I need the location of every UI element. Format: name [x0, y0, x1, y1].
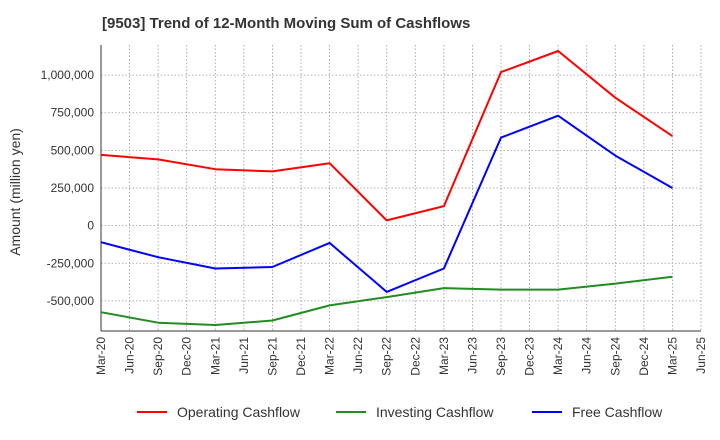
legend-label: Investing Cashflow	[376, 404, 494, 420]
x-tick-label: Dec-21	[294, 337, 308, 376]
x-tick-label: Mar-20	[94, 337, 108, 375]
x-tick-label: Sep-21	[265, 337, 279, 376]
x-tick-label: Dec-23	[523, 337, 537, 376]
x-tick-label: Jun-23	[465, 337, 479, 374]
y-tick-label: 750,000	[51, 106, 95, 120]
x-tick-label: Jun-25	[694, 337, 708, 374]
legend: Operating Cashflow Investing Cashflow Free…	[0, 404, 720, 426]
x-tick-label: Mar-21	[208, 337, 222, 375]
legend-label: Operating Cashflow	[177, 404, 300, 420]
x-tick-label: Dec-24	[637, 337, 651, 376]
legend-item: Investing Cashflow	[336, 404, 494, 420]
x-tick-label: Mar-22	[323, 337, 337, 375]
x-tick-label: Sep-24	[608, 337, 622, 376]
x-tick-label: Sep-23	[494, 337, 508, 376]
series-operating-cashflow-line	[100, 50, 673, 222]
x-tick-label: Mar-23	[437, 337, 451, 375]
axes: Mar-20 Jun-20 Sep-20 Dec-20 Mar-21 Jun-21 Sep-…	[41, 45, 708, 376]
x-tick-label: Jun-22	[351, 337, 365, 374]
y-tick-label: -250,000	[47, 256, 95, 270]
legend-item: Operating Cashflow	[137, 404, 300, 420]
y-tick-label: 250,000	[51, 181, 95, 195]
x-tick-label: Mar-24	[551, 337, 565, 375]
x-tick-label: Jun-21	[237, 337, 251, 374]
x-tick-label: Sep-22	[380, 337, 394, 376]
series-investing-cashflow-line	[100, 275, 673, 326]
x-tick-label: Mar-25	[665, 337, 679, 375]
chart-title: [9503] Trend of 12-Month Moving Sum of C…	[102, 15, 471, 32]
y-tick-label: 0	[87, 219, 94, 233]
legend-item: Free Cashflow	[532, 404, 662, 420]
series-lines	[100, 50, 673, 326]
legend-swatch	[336, 411, 366, 413]
y-tick-label: 500,000	[51, 143, 95, 157]
x-tick-label: Dec-20	[180, 337, 194, 376]
x-tick-label: Jun-20	[123, 337, 137, 374]
y-tick-label: -500,000	[47, 294, 95, 308]
x-tick-label: Jun-24	[580, 337, 594, 374]
plot-area	[101, 45, 701, 331]
x-tick-label: Dec-22	[408, 337, 422, 376]
grid-lines	[100, 45, 702, 331]
series-free-cashflow-line	[100, 114, 673, 293]
x-tick-label: Sep-20	[151, 337, 165, 376]
legend-label: Free Cashflow	[572, 404, 663, 420]
legend-swatch	[137, 411, 167, 413]
y-axis-label: Amount (million yen)	[7, 128, 23, 256]
legend-swatch	[532, 411, 562, 413]
y-tick-label: 1,000,000	[41, 68, 95, 82]
